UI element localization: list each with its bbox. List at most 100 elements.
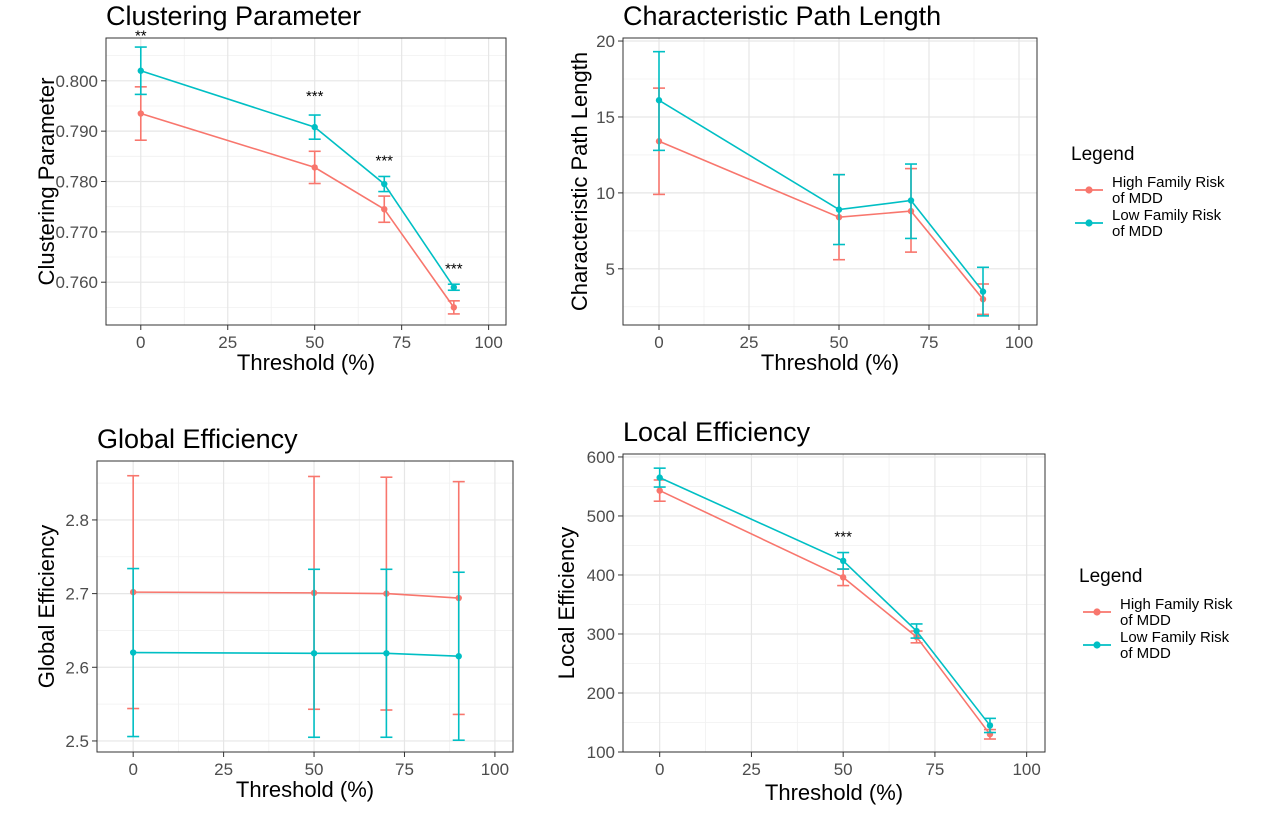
x-tick-label: 0 (655, 760, 664, 779)
legend-label: High Family Risk (1120, 596, 1233, 613)
data-point (137, 67, 144, 74)
significance-annotation: *** (376, 152, 394, 169)
x-axis-title: Threshold (%) (236, 777, 374, 802)
data-point (986, 722, 994, 729)
x-tick-label: 100 (1012, 760, 1040, 779)
series-line (658, 140, 984, 300)
data-point (310, 650, 318, 657)
data-point (311, 123, 318, 131)
legend-key-point (1093, 641, 1101, 649)
significance-annotation: *** (306, 88, 324, 105)
data-point (450, 304, 458, 311)
y-tick-label: 20 (596, 32, 615, 51)
x-axis-title: Threshold (%) (765, 780, 903, 805)
legend-key-point (1085, 219, 1093, 227)
legend-label: of MDD (1112, 223, 1163, 240)
x-tick-label: 0 (654, 333, 663, 352)
y-tick-label: 0.780 (55, 173, 98, 192)
x-tick-label: 50 (305, 760, 324, 779)
x-tick-label: 25 (218, 333, 237, 352)
y-axis-title: Characteristic Path Length (567, 52, 592, 311)
data-point (655, 97, 663, 104)
legend-label: Low Family Risk (1112, 207, 1222, 224)
y-tick-label: 400 (587, 566, 615, 585)
legend-label: of MDD (1112, 190, 1163, 207)
significance-annotation: *** (834, 528, 852, 545)
data-point (656, 474, 663, 481)
data-point (455, 653, 462, 660)
data-point (129, 649, 137, 656)
x-tick-label: 50 (305, 333, 324, 352)
series-high-risk (134, 86, 460, 315)
y-tick-label: 2.8 (65, 511, 89, 530)
x-tick-label: 0 (136, 333, 145, 352)
data-point (381, 205, 388, 213)
chart-panel-1: 0 25 50 75 1000.7600.7700.7800.7900.800Clust… (34, 1, 507, 375)
data-point (979, 288, 987, 295)
data-point (137, 110, 144, 117)
data-point (311, 164, 318, 171)
data-point (656, 487, 663, 494)
series-line (140, 112, 455, 308)
data-point (913, 627, 920, 635)
y-tick-label: 500 (587, 507, 615, 526)
legend-title: Legend (1079, 566, 1142, 587)
y-tick-label: 600 (587, 448, 615, 467)
y-tick-label: 300 (587, 625, 615, 644)
legend-label: of MDD (1120, 645, 1171, 662)
y-tick-label: 200 (587, 684, 615, 703)
plot-border (96, 460, 514, 753)
y-tick-label: 5 (606, 260, 615, 279)
x-tick-label: 75 (925, 760, 944, 779)
y-tick-label: 15 (596, 108, 615, 127)
data-point (381, 180, 388, 188)
x-tick-label: 50 (830, 333, 849, 352)
x-tick-label: 75 (392, 333, 411, 352)
significance-annotation: *** (445, 261, 463, 278)
significance-annotation: ** (135, 28, 147, 45)
y-tick-label: 2.6 (65, 658, 89, 677)
legend-title: Legend (1071, 144, 1134, 165)
y-axis-title: Global Efficiency (34, 525, 59, 688)
chart-title: Characteristic Path Length (623, 1, 941, 31)
plot-background (623, 454, 1045, 752)
x-axis-title: Threshold (%) (761, 350, 899, 375)
plot-background (623, 38, 1037, 325)
plot-background (97, 461, 513, 752)
data-point (450, 284, 458, 291)
series-low-risk (127, 567, 465, 742)
y-tick-label: 2.5 (65, 732, 89, 751)
legend-label: High Family Risk (1112, 174, 1225, 191)
y-axis-title: Local Efficiency (554, 527, 579, 679)
chart-title: Local Efficiency (623, 417, 811, 447)
legend-key-point (1093, 608, 1101, 616)
x-tick-label: 75 (920, 333, 939, 352)
x-tick-label: 25 (214, 760, 233, 779)
series-low-risk (653, 467, 996, 734)
series-line (140, 69, 455, 288)
series-line (133, 651, 459, 658)
y-tick-label: 0.770 (55, 223, 98, 242)
data-point (839, 557, 847, 565)
series-low-risk (134, 46, 460, 292)
data-point (907, 197, 915, 204)
series-line (659, 476, 991, 726)
y-tick-label: 0.790 (55, 122, 98, 141)
legend-label: Low Family Risk (1120, 629, 1230, 646)
x-tick-label: 25 (742, 760, 761, 779)
x-tick-label: 25 (740, 333, 759, 352)
y-tick-label: 0.800 (55, 72, 98, 91)
x-tick-label: 75 (395, 760, 414, 779)
x-tick-label: 0 (128, 760, 137, 779)
y-tick-label: 2.7 (65, 585, 89, 604)
y-tick-label: 100 (587, 743, 615, 762)
y-tick-label: 10 (596, 184, 615, 203)
